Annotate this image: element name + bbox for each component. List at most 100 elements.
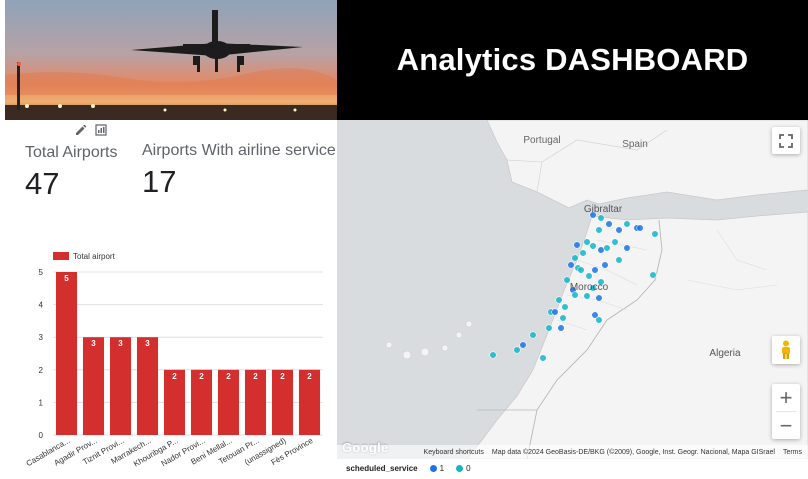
zoom-divider xyxy=(776,411,796,412)
data-label: 3 xyxy=(118,339,123,348)
map-label-spain: Spain xyxy=(622,139,648,150)
airport-marker[interactable] xyxy=(611,238,619,246)
legend-dot-icon xyxy=(456,465,464,472)
chart-settings-icon[interactable] xyxy=(95,124,107,136)
street-view-button[interactable] xyxy=(772,336,800,364)
airport-marker[interactable] xyxy=(577,266,585,274)
airport-marker[interactable] xyxy=(561,303,569,311)
y-tick-label: 2 xyxy=(39,366,44,375)
airport-marker[interactable] xyxy=(597,278,605,286)
airport-marker[interactable] xyxy=(573,241,581,249)
bar xyxy=(109,337,132,435)
map-label-gibraltar: Gibraltar xyxy=(584,204,623,215)
y-tick-label: 3 xyxy=(39,333,44,342)
data-label: 2 xyxy=(280,372,285,381)
airport-marker[interactable] xyxy=(489,351,497,359)
airport-marker[interactable] xyxy=(583,292,591,300)
zoom-in-button[interactable]: + xyxy=(779,384,793,410)
data-label: 2 xyxy=(172,372,177,381)
airport-marker[interactable] xyxy=(595,316,603,324)
legend-label: Total airport xyxy=(73,252,116,261)
bar xyxy=(190,369,213,435)
airport-marker[interactable] xyxy=(589,284,597,292)
airport-marker[interactable] xyxy=(591,311,599,319)
data-label: 5 xyxy=(64,274,69,283)
map-data-attribution: Map data ©2024 GeoBasis-DE/BKG (©2009), … xyxy=(491,448,775,456)
map-view[interactable]: Portugal Spain Gibraltar Morocco Algeria… xyxy=(337,120,808,459)
airport-marker[interactable] xyxy=(551,308,559,316)
airport-marker[interactable] xyxy=(603,244,611,252)
airport-marker[interactable] xyxy=(615,256,623,264)
airport-marker[interactable] xyxy=(623,220,631,228)
pegman-icon xyxy=(782,340,790,359)
airport-marker[interactable] xyxy=(615,226,623,234)
airport-marker[interactable] xyxy=(579,249,587,257)
airport-marker[interactable] xyxy=(583,238,591,246)
data-label: 2 xyxy=(226,372,231,381)
bar xyxy=(217,369,240,435)
airport-marker[interactable] xyxy=(595,226,603,234)
y-tick-label: 4 xyxy=(39,301,44,310)
airport-marker[interactable] xyxy=(519,341,527,349)
airport-marker[interactable] xyxy=(539,354,547,362)
airport-marker[interactable] xyxy=(591,266,599,274)
y-tick-label: 0 xyxy=(39,431,44,440)
airport-marker[interactable] xyxy=(557,324,565,332)
title-banner: Analytics DASHBOARD xyxy=(337,0,808,120)
pencil-icon[interactable] xyxy=(75,124,87,136)
scorecard-label: Total Airports xyxy=(25,144,118,161)
airport-marker[interactable] xyxy=(545,324,553,332)
keyboard-shortcuts-link[interactable]: Keyboard shortcuts xyxy=(423,448,484,456)
bar xyxy=(271,369,294,435)
airport-marker[interactable] xyxy=(589,242,597,250)
fullscreen-icon xyxy=(779,133,793,148)
airport-marker[interactable] xyxy=(597,246,605,254)
airport-marker[interactable] xyxy=(605,220,613,228)
bar xyxy=(244,369,267,435)
terms-link[interactable]: Terms xyxy=(782,448,802,456)
map-legend: scheduled_service 1 0 xyxy=(346,464,471,473)
scorecard-label: Airports With airline service xyxy=(142,142,336,159)
zoom-out-button[interactable]: − xyxy=(779,412,793,438)
bar xyxy=(298,369,321,435)
airport-marker[interactable] xyxy=(555,296,563,304)
airport-marker[interactable] xyxy=(529,331,537,339)
bar xyxy=(163,369,186,435)
legend-item-0[interactable]: 0 xyxy=(450,464,471,473)
left-panel: Total Airports 47 Airports With airline … xyxy=(5,0,337,479)
bar-chart: Total airport 0 1 2 3 4 5 5 Casablanca... 3 Agadir… xyxy=(5,245,337,479)
airport-marker[interactable] xyxy=(585,272,593,280)
airport-marker[interactable] xyxy=(563,276,571,284)
airport-marker[interactable] xyxy=(589,211,597,219)
map-label-morocco: Morocco xyxy=(570,282,609,293)
airport-marker[interactable] xyxy=(513,346,521,354)
legend-dot-icon xyxy=(429,465,437,472)
airport-marker[interactable] xyxy=(649,271,657,279)
airport-marker[interactable] xyxy=(636,224,644,232)
legend-item-1[interactable]: 1 xyxy=(424,464,444,473)
airport-marker[interactable] xyxy=(571,291,579,299)
bar xyxy=(82,337,105,435)
scorecard-total-airports: Total Airports 47 xyxy=(25,144,117,202)
airport-marker[interactable] xyxy=(597,214,605,222)
airplane-banner-image xyxy=(5,0,337,120)
airport-marker[interactable] xyxy=(571,254,579,262)
airport-marker[interactable] xyxy=(651,230,659,238)
data-label: 3 xyxy=(91,339,96,348)
data-label: 2 xyxy=(253,372,258,381)
airport-marker[interactable] xyxy=(595,294,603,302)
airport-marker[interactable] xyxy=(601,261,609,269)
map-footer: Keyboard shortcuts Map data ©2024 GeoBas… xyxy=(337,445,808,459)
edit-tools xyxy=(75,124,107,136)
zoom-control: + − xyxy=(772,384,800,439)
airport-marker[interactable] xyxy=(623,244,631,252)
airport-marker[interactable] xyxy=(567,261,575,269)
airport-marker[interactable] xyxy=(559,314,567,322)
map-label-portugal: Portugal xyxy=(523,135,560,146)
data-label: 2 xyxy=(307,372,312,381)
fullscreen-button[interactable] xyxy=(772,127,800,154)
legend-title: scheduled_service xyxy=(346,464,418,473)
data-label: 2 xyxy=(199,372,204,381)
scorecard-value: 17 xyxy=(142,164,177,199)
